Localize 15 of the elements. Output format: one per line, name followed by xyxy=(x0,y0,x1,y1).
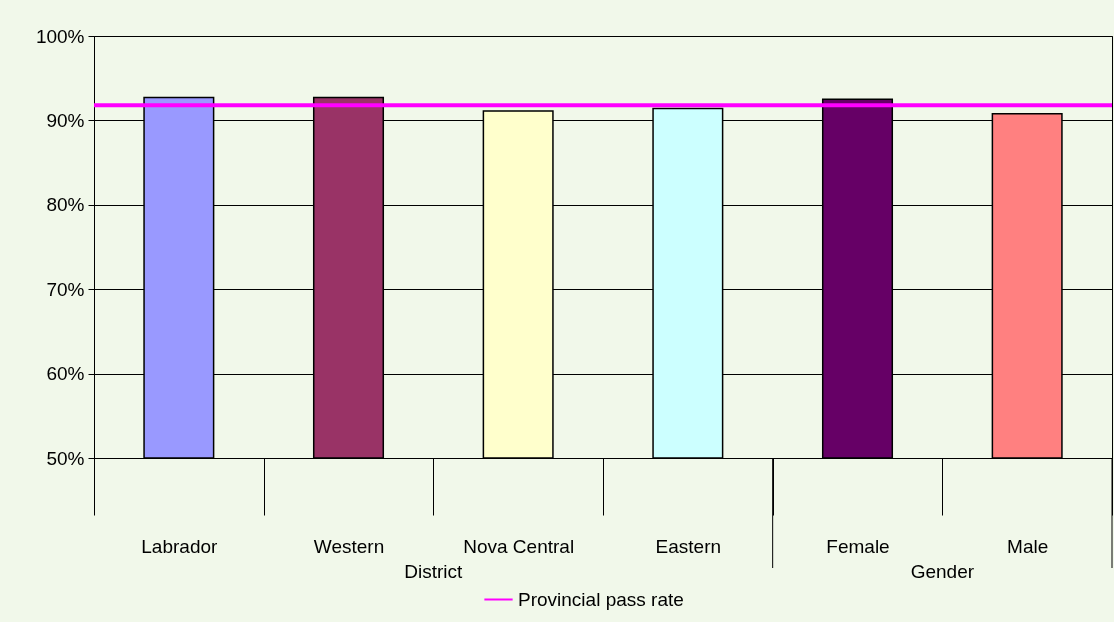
legend-label: Provincial pass rate xyxy=(518,588,684,610)
x-tick-label: Nova Central xyxy=(463,535,575,557)
y-tick-label: 100% xyxy=(35,25,85,47)
text: District xyxy=(404,561,464,582)
x-tick-label: Labrador xyxy=(141,535,219,557)
y-tick-label: 50% xyxy=(46,447,85,469)
x-tick-label: Eastern xyxy=(655,535,722,557)
y-tick-label: 60% xyxy=(46,363,85,385)
x-tick-label: Male xyxy=(1007,535,1049,557)
x-tick-label: Western xyxy=(313,535,385,557)
x-tick-label: Female xyxy=(826,535,890,557)
y-tick-label: 70% xyxy=(46,278,85,300)
text: Gender xyxy=(910,561,975,582)
y-tick-label: 90% xyxy=(46,109,85,131)
y-tick-label: 80% xyxy=(46,194,85,216)
